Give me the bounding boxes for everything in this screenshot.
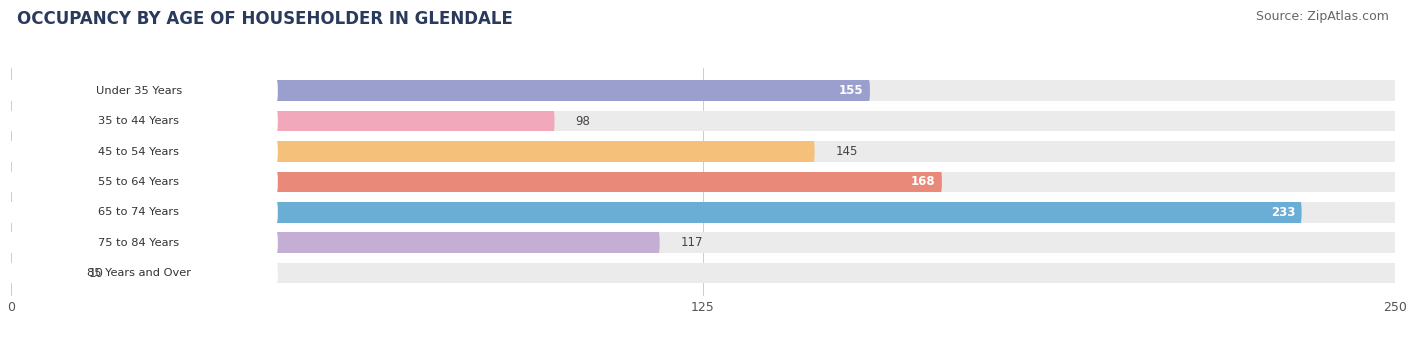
Ellipse shape [10, 263, 13, 283]
Ellipse shape [1393, 172, 1396, 192]
Ellipse shape [10, 232, 13, 253]
Bar [11, 172, 941, 192]
Ellipse shape [276, 172, 278, 192]
Ellipse shape [10, 141, 13, 162]
Ellipse shape [1393, 202, 1396, 223]
Ellipse shape [553, 111, 554, 132]
Ellipse shape [10, 202, 13, 223]
Ellipse shape [66, 263, 67, 283]
Ellipse shape [10, 232, 13, 253]
Ellipse shape [10, 172, 13, 192]
Text: 168: 168 [911, 175, 935, 188]
Ellipse shape [10, 111, 13, 132]
Bar [11, 202, 1301, 223]
Text: 233: 233 [1271, 206, 1295, 219]
Ellipse shape [10, 202, 13, 223]
Ellipse shape [276, 232, 278, 253]
Bar [11, 111, 1395, 132]
Ellipse shape [10, 81, 13, 101]
Bar [11, 172, 1395, 192]
Ellipse shape [941, 172, 942, 192]
Text: 98: 98 [575, 115, 591, 128]
Text: 45 to 54 Years: 45 to 54 Years [98, 147, 179, 156]
Text: 35 to 44 Years: 35 to 44 Years [98, 116, 179, 126]
Text: 75 to 84 Years: 75 to 84 Years [98, 238, 180, 248]
Ellipse shape [10, 111, 13, 132]
Bar [11, 111, 554, 132]
Text: Under 35 Years: Under 35 Years [96, 86, 181, 96]
Text: 85 Years and Over: 85 Years and Over [87, 268, 191, 278]
Ellipse shape [10, 263, 13, 283]
Ellipse shape [276, 263, 278, 283]
Ellipse shape [10, 172, 13, 192]
Bar [11, 202, 277, 223]
Text: 155: 155 [839, 84, 863, 97]
Text: 10: 10 [89, 267, 104, 279]
Ellipse shape [10, 81, 13, 101]
Ellipse shape [1393, 263, 1396, 283]
Ellipse shape [10, 263, 13, 283]
Bar [11, 263, 277, 283]
Bar [11, 263, 1395, 283]
Ellipse shape [1299, 202, 1302, 223]
Bar [11, 263, 66, 283]
Text: Source: ZipAtlas.com: Source: ZipAtlas.com [1256, 10, 1389, 23]
Ellipse shape [10, 202, 13, 223]
Text: 55 to 64 Years: 55 to 64 Years [98, 177, 179, 187]
Bar [11, 81, 869, 101]
Ellipse shape [1393, 81, 1396, 101]
Ellipse shape [10, 81, 13, 101]
Bar [11, 81, 1395, 101]
Ellipse shape [10, 232, 13, 253]
Ellipse shape [10, 141, 13, 162]
Bar [11, 172, 277, 192]
Ellipse shape [1393, 141, 1396, 162]
Text: 117: 117 [681, 236, 703, 249]
Ellipse shape [10, 111, 13, 132]
Ellipse shape [658, 232, 659, 253]
Bar [11, 202, 1395, 223]
Bar [11, 141, 277, 162]
Text: 145: 145 [835, 145, 858, 158]
Ellipse shape [1393, 111, 1396, 132]
Bar [11, 141, 814, 162]
Ellipse shape [813, 141, 814, 162]
Text: 65 to 74 Years: 65 to 74 Years [98, 207, 179, 217]
Bar [11, 111, 277, 132]
Ellipse shape [276, 111, 278, 132]
Bar [11, 232, 659, 253]
Ellipse shape [868, 81, 870, 101]
Bar [11, 81, 277, 101]
Ellipse shape [10, 172, 13, 192]
Bar [11, 232, 277, 253]
Bar [11, 232, 1395, 253]
Ellipse shape [1393, 232, 1396, 253]
Ellipse shape [276, 81, 278, 101]
Text: OCCUPANCY BY AGE OF HOUSEHOLDER IN GLENDALE: OCCUPANCY BY AGE OF HOUSEHOLDER IN GLEND… [17, 10, 513, 28]
Bar [11, 141, 1395, 162]
Ellipse shape [276, 141, 278, 162]
Ellipse shape [10, 141, 13, 162]
Ellipse shape [276, 202, 278, 223]
